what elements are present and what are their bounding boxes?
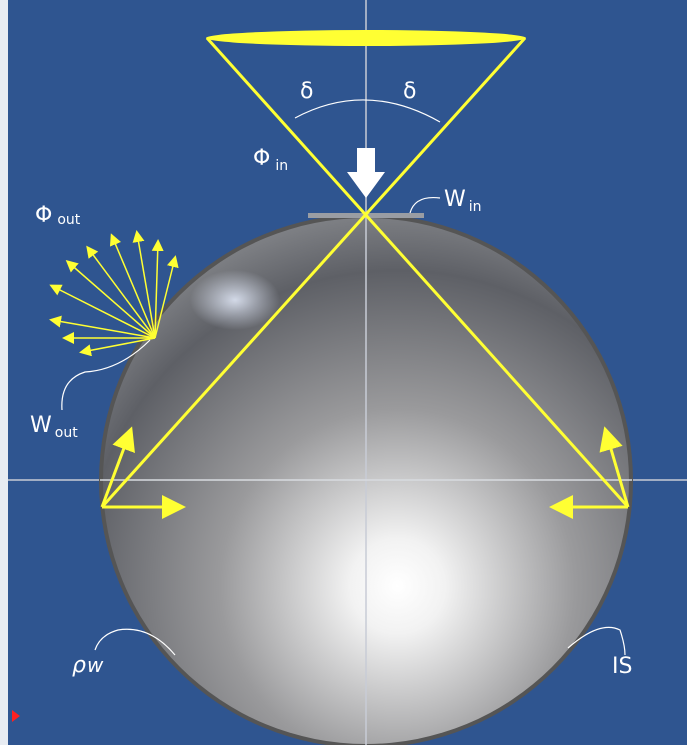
delta-right: δ	[403, 79, 416, 104]
subscript: w	[87, 653, 104, 677]
corner-marker	[12, 710, 20, 722]
light-cone	[100, 36, 630, 519]
is-label: IS	[612, 654, 632, 679]
emission-rays	[49, 230, 179, 357]
rho-w-label: ρw	[72, 653, 104, 678]
symbol: Φ	[35, 203, 52, 228]
input-arrow	[347, 148, 385, 198]
subscript: in	[469, 199, 482, 215]
symbol: Φ	[253, 146, 270, 171]
leader-lines	[61, 99, 626, 656]
symbol: W	[30, 413, 52, 438]
subscript: out	[55, 425, 78, 441]
delta-left: δ	[300, 79, 313, 104]
subscript: out	[57, 212, 80, 228]
highlight	[190, 270, 280, 330]
symbol: W	[444, 187, 466, 212]
light-source	[206, 30, 526, 46]
subscript: in	[275, 158, 288, 174]
symbol: ρ	[72, 653, 86, 678]
